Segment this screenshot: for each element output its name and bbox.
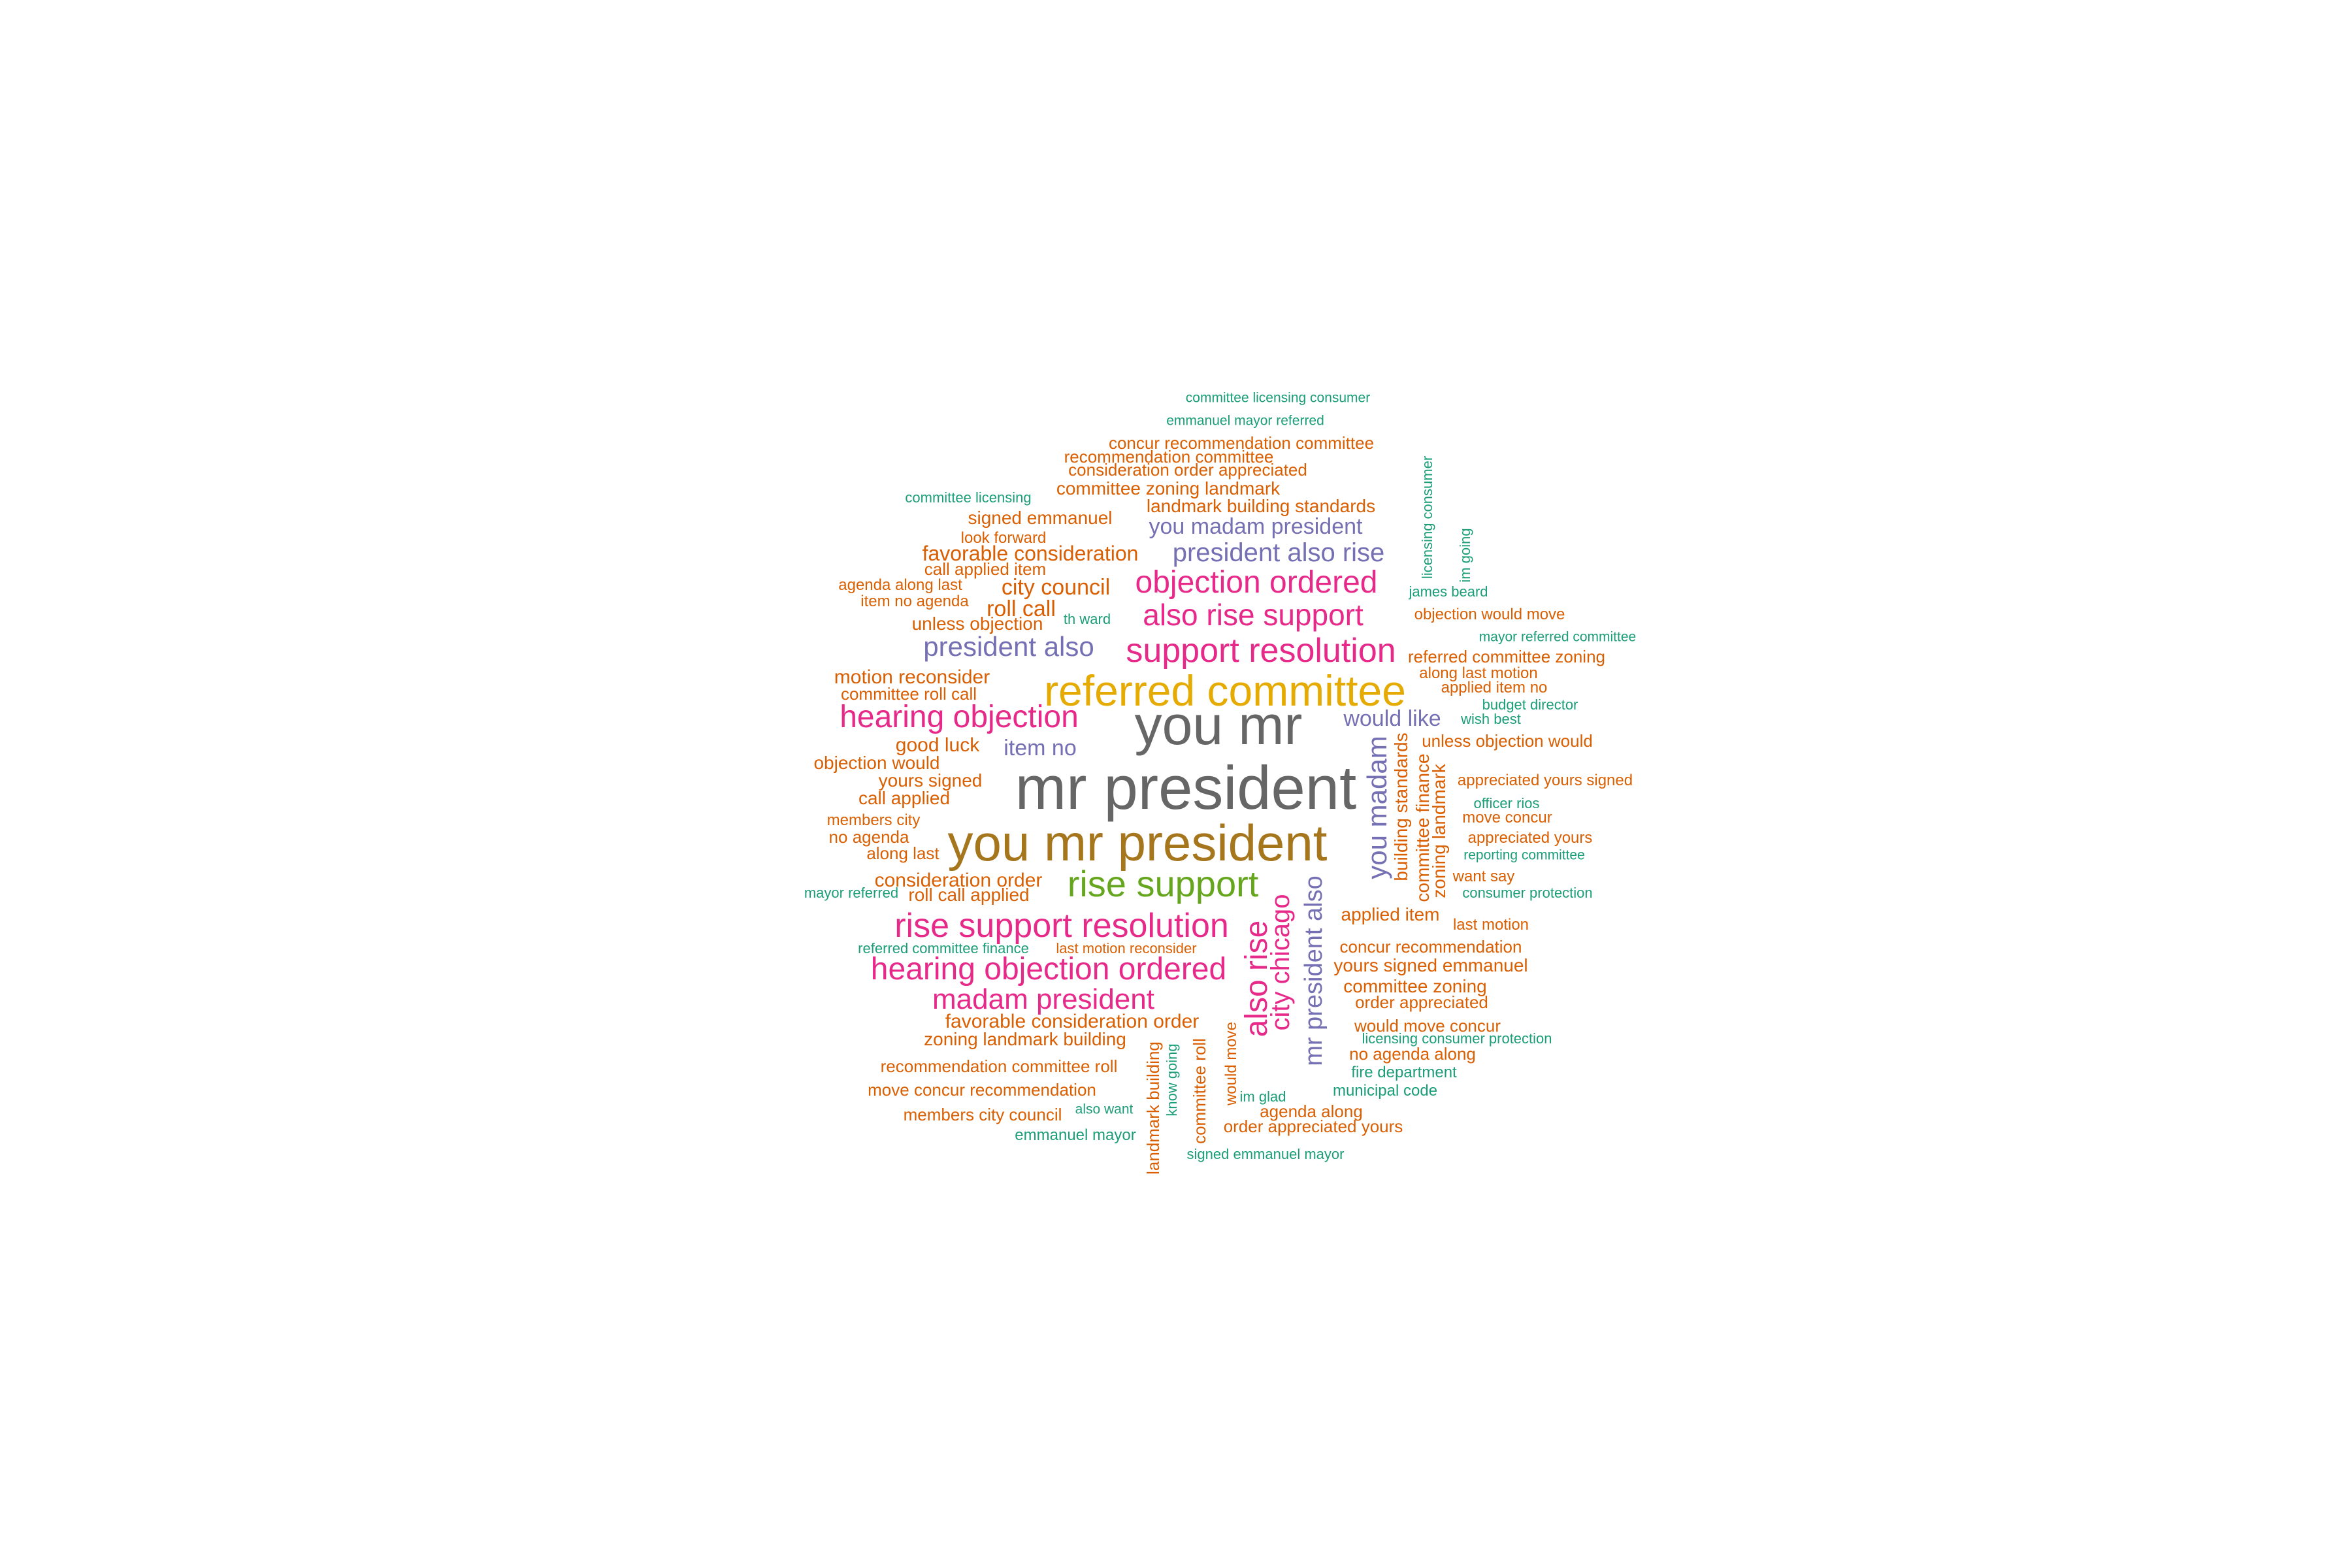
word-move-concur: move concur <box>1462 809 1552 826</box>
word-also-want: also want <box>1075 1102 1134 1117</box>
word-building-standards: building standards <box>1391 732 1411 881</box>
word-also-rise-support: also rise support <box>1143 598 1364 632</box>
word-objection-would-move: objection would move <box>1414 606 1565 623</box>
word-yours-signed: yours signed <box>878 770 983 791</box>
word-committee-roll: committee roll <box>1190 1038 1209 1144</box>
word-roll-call-applied: roll call applied <box>908 885 1030 905</box>
word-agenda-along: agenda along <box>1260 1102 1363 1121</box>
word-consideration-order: consideration order <box>874 870 1043 891</box>
word-recommendation-committee-roll: recommendation committee roll <box>880 1056 1118 1076</box>
word-call-applied-item: call applied item <box>924 559 1047 579</box>
word-madam-president: madam president <box>932 983 1154 1015</box>
word-hearing-objection-ordered: hearing objection ordered <box>870 952 1227 987</box>
word-along-last: along last <box>866 843 939 863</box>
word-landmark-building: landmark building <box>1143 1041 1163 1175</box>
word-mayor-referred-committee: mayor referred committee <box>1478 629 1637 645</box>
word-agenda-along-last: agenda along last <box>838 576 962 594</box>
word-unless-objection: unless objection <box>911 613 1043 634</box>
word-move-concur-recommendation: move concur recommendation <box>868 1080 1096 1100</box>
word-concur-recommendation-committee: concur recommendation committee <box>1108 433 1375 453</box>
word-objection-would: objection would <box>813 753 940 773</box>
word-budget-director: budget director <box>1482 696 1578 713</box>
word-last-motion-reconsider: last motion reconsider <box>1056 940 1197 956</box>
word-committee-roll-call: committee roll call <box>840 684 977 704</box>
word-order-appreciated-yours: order appreciated yours <box>1223 1117 1403 1136</box>
word-would-move: would move <box>1222 1021 1240 1106</box>
word-no-agenda: no agenda <box>828 827 909 847</box>
word-referred-committee-zoning: referred committee zoning <box>1407 647 1606 666</box>
word-applied-item-no: applied item no <box>1441 679 1548 696</box>
word-mayor-referred: mayor referred <box>804 885 899 901</box>
word-order-appreciated: order appreciated <box>1355 992 1488 1012</box>
word-recommendation-committee: recommendation committee <box>1064 447 1274 466</box>
word-im-glad: im glad <box>1239 1088 1286 1105</box>
word-municipal-code: municipal code <box>1332 1082 1438 1100</box>
word-zoning-landmark-building: zoning landmark building <box>924 1029 1126 1049</box>
word-item-no: item no <box>1004 736 1077 760</box>
word-would-like: would like <box>1343 706 1441 731</box>
word-favorable-consideration-order: favorable consideration order <box>945 1011 1200 1032</box>
word-consideration-order-appreciated: consideration order appreciated <box>1068 460 1307 480</box>
word-motion-reconsider: motion reconsider <box>834 666 990 688</box>
word-support-resolution: support resolution <box>1126 632 1396 670</box>
word-mr-president: mr president <box>1015 753 1357 822</box>
word-rise-support: rise support <box>1067 863 1259 904</box>
word-unless-objection-would: unless objection would <box>1422 731 1593 751</box>
word-rise-support-resolution: rise support resolution <box>894 907 1229 945</box>
word-item-no-agenda: item no agenda <box>860 593 969 610</box>
word-consumer-protection: consumer protection <box>1462 885 1593 901</box>
word-you-mr: you mr <box>1134 694 1303 756</box>
word-members-city: members city <box>826 811 921 829</box>
word-roll-call: roll call <box>987 596 1056 621</box>
word-committee-licensing: committee licensing <box>905 489 1032 506</box>
word-also-rise: also rise <box>1239 920 1274 1037</box>
word-licensing-consumer: licensing consumer <box>1419 455 1435 580</box>
word-objection-ordered: objection ordered <box>1135 565 1378 600</box>
word-committee-licensing-consumer: committee licensing consumer <box>1185 390 1371 406</box>
word-appreciated-yours: appreciated yours <box>1467 829 1593 847</box>
word-appreciated-yours-signed: appreciated yours signed <box>1457 772 1633 789</box>
word-referred-committee-finance: referred committee finance <box>858 940 1029 956</box>
word-hearing-objection: hearing objection <box>840 700 1079 734</box>
word-th-ward: th ward <box>1063 611 1111 627</box>
word-signed-emmanuel-mayor: signed emmanuel mayor <box>1186 1146 1345 1162</box>
word-emmanuel-mayor: emmanuel mayor <box>1015 1126 1136 1144</box>
word-know-going: know going <box>1164 1043 1180 1117</box>
word-would-move-concur: would move concur <box>1354 1016 1501 1036</box>
word-wish-best: wish best <box>1461 711 1521 727</box>
word-signed-emmanuel: signed emmanuel <box>968 508 1113 528</box>
word-you-mr-president: you mr president <box>947 814 1328 872</box>
word-concur-recommendation: concur recommendation <box>1339 937 1522 956</box>
word-licensing-consumer-protection: licensing consumer protection <box>1362 1030 1552 1047</box>
word-james-beard: james beard <box>1409 583 1488 600</box>
word-officer-rios: officer rios <box>1473 795 1540 811</box>
word-you-madam-president: you madam president <box>1149 514 1363 539</box>
word-last-motion: last motion <box>1452 916 1529 934</box>
word-no-agenda-along: no agenda along <box>1349 1044 1476 1064</box>
word-favorable-consideration: favorable consideration <box>922 542 1139 565</box>
word-members-city-council: members city council <box>903 1105 1062 1124</box>
word-call-applied: call applied <box>858 788 951 808</box>
word-yours-signed-emmanuel: yours signed emmanuel <box>1333 955 1528 975</box>
word-look-forward: look forward <box>960 529 1047 547</box>
word-president-also: president also <box>923 631 1094 662</box>
word-committee-zoning: committee zoning <box>1343 976 1487 996</box>
word-emmanuel-mayor-referred: emmanuel mayor referred <box>1166 413 1324 429</box>
word-landmark-building-standards: landmark building standards <box>1146 496 1376 516</box>
word-good-luck: good luck <box>895 734 980 756</box>
word-im-going: im going <box>1457 528 1473 583</box>
word-along-last-motion: along last motion <box>1419 664 1538 682</box>
word-fire-department: fire department <box>1351 1064 1457 1081</box>
word-you-madam: you madam <box>1362 736 1392 879</box>
word-city-council: city council <box>1001 575 1111 600</box>
word-committee-zoning-landmark: committee zoning landmark <box>1056 478 1281 498</box>
word-want-say: want say <box>1452 868 1515 885</box>
word-zoning-landmark: zoning landmark <box>1429 764 1449 898</box>
word-president-also-rise: president also rise <box>1172 538 1385 567</box>
word-reporting-committee: reporting committee <box>1463 847 1585 863</box>
word-applied-item: applied item <box>1341 904 1440 924</box>
word-mr-president-also: mr president also <box>1300 875 1328 1066</box>
word-referred-committee: referred committee <box>1044 666 1406 715</box>
